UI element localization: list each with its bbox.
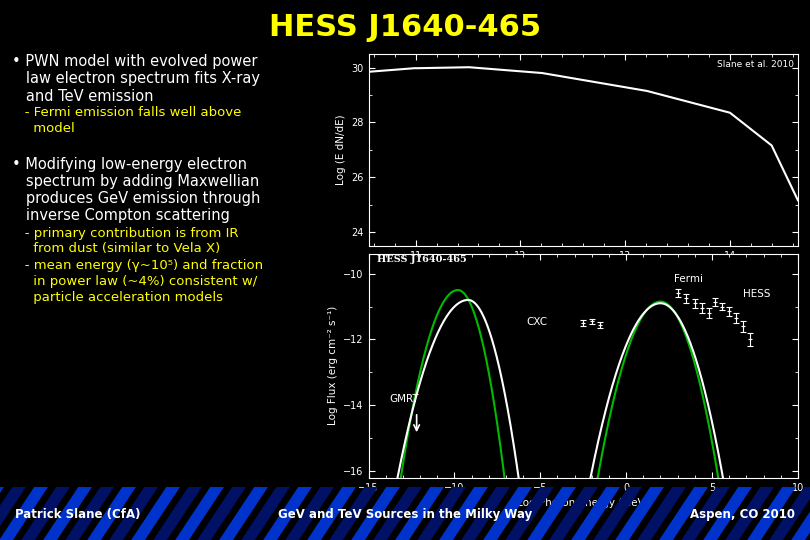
Text: HESS: HESS bbox=[743, 289, 770, 299]
Text: produces GeV emission through: produces GeV emission through bbox=[12, 191, 261, 206]
Polygon shape bbox=[0, 487, 3, 540]
Polygon shape bbox=[550, 487, 597, 540]
Polygon shape bbox=[418, 487, 465, 540]
Polygon shape bbox=[506, 487, 553, 540]
Text: law electron spectrum fits X-ray: law electron spectrum fits X-ray bbox=[12, 71, 260, 86]
Text: Fermi: Fermi bbox=[674, 274, 703, 284]
Polygon shape bbox=[682, 487, 729, 540]
Polygon shape bbox=[264, 487, 311, 540]
Polygon shape bbox=[792, 487, 810, 540]
Text: Aspen, CO 2010: Aspen, CO 2010 bbox=[690, 508, 795, 521]
Polygon shape bbox=[704, 487, 751, 540]
Polygon shape bbox=[726, 487, 773, 540]
Polygon shape bbox=[0, 487, 25, 540]
Polygon shape bbox=[242, 487, 289, 540]
Text: from dust (similar to Vela X): from dust (similar to Vela X) bbox=[12, 242, 220, 255]
Polygon shape bbox=[220, 487, 267, 540]
Polygon shape bbox=[0, 487, 47, 540]
Text: model: model bbox=[12, 122, 75, 134]
Polygon shape bbox=[638, 487, 685, 540]
Polygon shape bbox=[396, 487, 443, 540]
Polygon shape bbox=[594, 487, 641, 540]
Polygon shape bbox=[66, 487, 113, 540]
Polygon shape bbox=[22, 487, 69, 540]
Text: HESS J1640-465: HESS J1640-465 bbox=[377, 255, 467, 264]
Text: - mean energy (γ~10⁵) and fraction: - mean energy (γ~10⁵) and fraction bbox=[12, 259, 263, 272]
Polygon shape bbox=[660, 487, 707, 540]
Polygon shape bbox=[308, 487, 355, 540]
Y-axis label: Log Flux (erg cm⁻² s⁻¹): Log Flux (erg cm⁻² s⁻¹) bbox=[327, 306, 338, 426]
Polygon shape bbox=[748, 487, 795, 540]
Text: - primary contribution is from IR: - primary contribution is from IR bbox=[12, 227, 239, 240]
Polygon shape bbox=[528, 487, 575, 540]
Text: - Fermi emission falls well above: - Fermi emission falls well above bbox=[12, 106, 241, 119]
Text: • Modifying low-energy electron: • Modifying low-energy electron bbox=[12, 157, 247, 172]
Text: spectrum by adding Maxwellian: spectrum by adding Maxwellian bbox=[12, 174, 259, 189]
X-axis label: Log Photon Energy (MeV): Log Photon Energy (MeV) bbox=[518, 498, 649, 508]
Text: CXC: CXC bbox=[526, 316, 548, 327]
Polygon shape bbox=[374, 487, 421, 540]
Text: inverse Compton scattering: inverse Compton scattering bbox=[12, 208, 230, 224]
Text: HESS J1640-465: HESS J1640-465 bbox=[269, 14, 541, 43]
Text: particle acceleration models: particle acceleration models bbox=[12, 291, 223, 303]
Polygon shape bbox=[88, 487, 135, 540]
Polygon shape bbox=[176, 487, 223, 540]
Polygon shape bbox=[616, 487, 663, 540]
Text: GMRT: GMRT bbox=[389, 394, 419, 404]
Polygon shape bbox=[770, 487, 810, 540]
Polygon shape bbox=[572, 487, 619, 540]
Text: and TeV emission: and TeV emission bbox=[12, 89, 154, 104]
Polygon shape bbox=[154, 487, 201, 540]
Polygon shape bbox=[198, 487, 245, 540]
Polygon shape bbox=[440, 487, 487, 540]
Text: • PWN model with evolved power: • PWN model with evolved power bbox=[12, 54, 258, 69]
Text: Patrick Slane (CfA): Patrick Slane (CfA) bbox=[15, 508, 140, 521]
Y-axis label: Log (E dN/dE): Log (E dN/dE) bbox=[336, 114, 346, 185]
Text: GeV and TeV Sources in the Milky Way: GeV and TeV Sources in the Milky Way bbox=[278, 508, 532, 521]
Polygon shape bbox=[462, 487, 509, 540]
Polygon shape bbox=[286, 487, 333, 540]
Polygon shape bbox=[132, 487, 179, 540]
Text: Slane et al. 2010: Slane et al. 2010 bbox=[717, 60, 794, 69]
Polygon shape bbox=[330, 487, 377, 540]
Polygon shape bbox=[352, 487, 399, 540]
Polygon shape bbox=[44, 487, 91, 540]
Polygon shape bbox=[110, 487, 157, 540]
Text: in power law (~4%) consistent w/: in power law (~4%) consistent w/ bbox=[12, 275, 258, 288]
Polygon shape bbox=[484, 487, 531, 540]
X-axis label: Log Electron Energy (eV): Log Electron Energy (eV) bbox=[518, 266, 648, 276]
